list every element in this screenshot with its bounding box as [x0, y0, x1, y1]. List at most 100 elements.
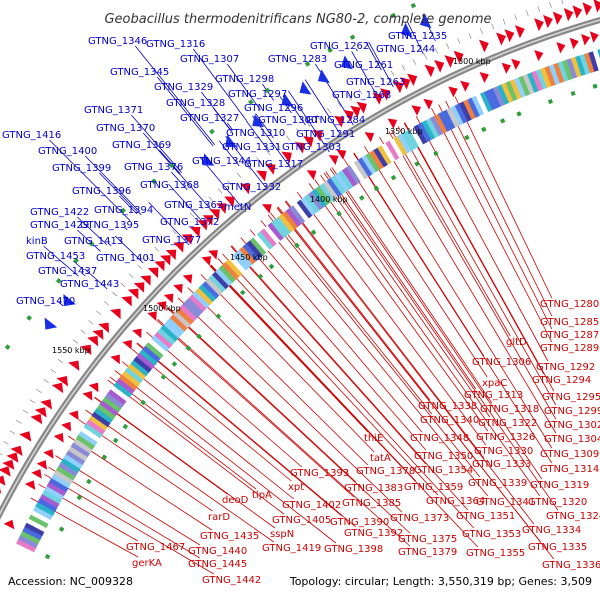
gene-label[interactable]: GTNG_1344 [192, 156, 251, 167]
gene-label[interactable]: GTNG_1377 [142, 235, 201, 246]
gene-label[interactable]: GTNG_1398 [324, 544, 383, 555]
gene-label[interactable]: GTNG_1263 [346, 77, 405, 88]
gene-label[interactable]: GTNG_1419 [262, 543, 321, 554]
gene-label[interactable]: GTNG_1296 [244, 103, 303, 114]
gene-label[interactable]: GTNG_1383 [344, 483, 403, 494]
gene-label[interactable]: GTNG_1402 [282, 500, 341, 511]
gene-label[interactable]: GTNG_1341 [476, 497, 535, 508]
gene-label[interactable]: GTNG_1307 [180, 54, 239, 65]
gene-label[interactable]: GTNG_1355 [466, 548, 525, 559]
gene-label[interactable]: GTNG_1393 [290, 468, 349, 479]
gene-label[interactable]: deoD [222, 495, 249, 506]
gene-label[interactable]: metN [224, 202, 251, 213]
gene-label[interactable]: GTNG_1285 [540, 317, 599, 328]
gene-label[interactable]: GTNG_1394 [94, 205, 153, 216]
gene-label[interactable]: GTNG_1378 [356, 466, 415, 477]
gene-label[interactable]: GTNG_1350 [414, 451, 473, 462]
gene-label[interactable]: GTNG_1313 [464, 390, 523, 401]
gene-label[interactable]: GTNG_1467 [126, 542, 185, 553]
gene-label[interactable]: GTNG_1329 [154, 82, 213, 93]
gene-label[interactable]: tlpA [252, 490, 272, 501]
gene-label[interactable]: thiE [364, 433, 383, 444]
gene-label[interactable]: GTNG_1405 [272, 515, 331, 526]
gene-label[interactable]: GTNG_1334 [522, 525, 581, 536]
gene-label[interactable]: GTNG_1335 [528, 542, 587, 553]
gene-label[interactable]: GTNG_1376 [124, 162, 183, 173]
gene-label[interactable]: GTNG_1364 [426, 496, 485, 507]
gene-label[interactable]: GTNG_1435 [200, 531, 259, 542]
gene-label[interactable]: GTNG_1375 [398, 534, 457, 545]
gene-label[interactable]: GTNG_1287 [540, 330, 599, 341]
gene-label[interactable]: GTNG_1340 [420, 415, 479, 426]
gene-label[interactable]: GTNG_1443 [60, 279, 119, 290]
gene-label[interactable]: GTNG_1322 [478, 418, 537, 429]
gene-label[interactable]: GTNG_1373 [390, 513, 449, 524]
gene-label[interactable]: GTNG_1244 [376, 44, 435, 55]
gene-label[interactable]: GTNG_1401 [96, 253, 155, 264]
gene-label[interactable]: GTNG_1371 [84, 105, 143, 116]
gene-label[interactable]: GTNG_1437 [38, 266, 97, 277]
gene-label[interactable]: xpaC [482, 378, 507, 389]
gene-label[interactable]: GTNG_1306 [472, 357, 531, 368]
gene-label[interactable]: GTNG_1319 [530, 480, 589, 491]
gene-label[interactable]: GTNG_1280 [540, 299, 599, 310]
gene-label[interactable]: GTNG_1379 [398, 547, 457, 558]
gene-label[interactable]: GTNG_1354 [414, 465, 473, 476]
gene-label[interactable]: GTNG_1298 [215, 74, 274, 85]
gene-label[interactable]: GTNG_1470 [16, 296, 75, 307]
gene-label[interactable]: GTNG_1442 [202, 575, 261, 586]
gene-label[interactable]: GTNG_1333 [472, 459, 531, 470]
gene-label[interactable]: GTNG_1395 [80, 220, 139, 231]
gene-label[interactable]: kinB [26, 236, 48, 247]
gene-label[interactable]: GTNG_1304 [544, 434, 600, 445]
gene-label[interactable]: GTNG_1399 [52, 163, 111, 174]
gene-label[interactable]: GTNG_1392 [344, 528, 403, 539]
gene-label[interactable]: GTNG_1291 [296, 129, 355, 140]
gene-label[interactable]: tatA [370, 453, 391, 464]
gene-label[interactable]: GTNG_1385 [342, 498, 401, 509]
gene-label[interactable]: GTNG_1326 [476, 432, 535, 443]
gene-label[interactable]: GTNG_1268 [332, 90, 391, 101]
gene-label[interactable]: GTNG_1297 [228, 89, 287, 100]
gene-label[interactable]: GTNG_1331 [222, 142, 281, 153]
gene-label[interactable]: GTNG_1294 [532, 375, 591, 386]
gene-label[interactable]: GTNG_1336 [542, 560, 600, 571]
gene-label[interactable]: GTNG_1283 [268, 54, 327, 65]
gene-label[interactable]: GTNG_1369 [112, 140, 171, 151]
gene-label[interactable]: GTNG_1416 [2, 130, 61, 141]
gene-label[interactable]: GTNG_1327 [180, 113, 239, 124]
gene-label[interactable]: GTNG_1295 [542, 392, 600, 403]
gene-label[interactable]: GTNG_1363 [164, 200, 223, 211]
gene-label[interactable]: GTNG_1303 [282, 142, 341, 153]
gene-label[interactable]: GTNG_1400 [38, 146, 97, 157]
gene-label[interactable]: GTNG_1330 [474, 446, 533, 457]
gene-label[interactable]: GTNG_1359 [404, 482, 463, 493]
gene-label[interactable]: rarD [208, 512, 230, 523]
gene-label[interactable]: GTNG_1346 [88, 36, 147, 47]
gene-label[interactable]: GTNG_1339 [468, 478, 527, 489]
gene-label[interactable]: GTNG_1396 [72, 186, 131, 197]
gene-label[interactable]: GTNG_1310 [226, 128, 285, 139]
gene-label[interactable]: GTNG_1338 [418, 401, 477, 412]
gene-label[interactable]: GTNG_1368 [140, 180, 199, 191]
gene-label[interactable]: GTNG_1445 [188, 559, 247, 570]
gene-label[interactable]: GTNG_1372 [160, 217, 219, 228]
gene-label[interactable]: GTNG_1317 [244, 159, 303, 170]
gene-label[interactable]: GTNG_1302 [544, 420, 600, 431]
gene-label[interactable]: GTNG_1429 [30, 220, 89, 231]
gene-label[interactable]: GTNG_1370 [96, 123, 155, 134]
gene-label[interactable]: gerKA [132, 558, 162, 569]
gene-label[interactable]: GTNG_1351 [456, 511, 515, 522]
gene-label[interactable]: GTNG_1318 [480, 404, 539, 415]
gene-label[interactable]: GTNG_1284 [306, 115, 365, 126]
gene-label[interactable]: GTNG_1353 [462, 529, 521, 540]
gene-label[interactable]: GTNG_1453 [26, 251, 85, 262]
gene-label[interactable]: GTNG_1292 [536, 362, 595, 373]
gene-label[interactable]: GTNG_1413 [64, 236, 123, 247]
gene-label[interactable]: GTNG_1320 [528, 497, 587, 508]
gene-label[interactable]: GTNG_1345 [110, 67, 169, 78]
gene-label[interactable]: GTNG_1299 [544, 406, 600, 417]
gene-label[interactable]: GTNG_1324 [546, 511, 600, 522]
gene-label[interactable]: sspN [270, 529, 294, 540]
gene-label[interactable]: gltD [506, 337, 527, 348]
